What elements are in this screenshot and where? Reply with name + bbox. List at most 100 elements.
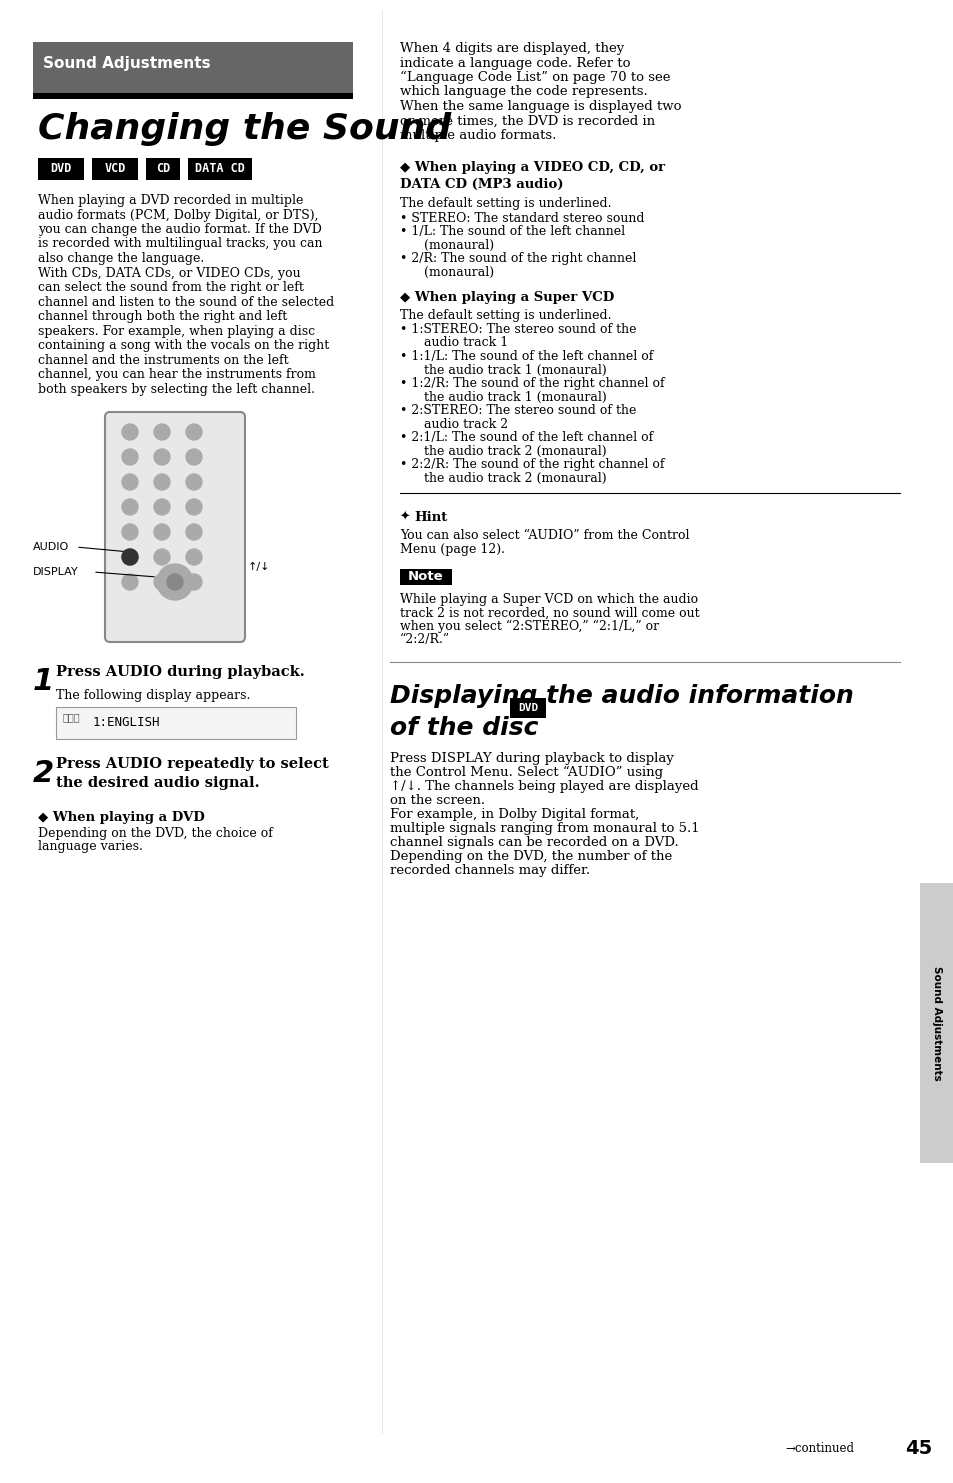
Circle shape — [153, 424, 170, 440]
Text: 2: 2 — [33, 759, 54, 787]
Text: channel signals can be recorded on a DVD.: channel signals can be recorded on a DVD… — [390, 836, 678, 848]
Circle shape — [153, 449, 170, 466]
Circle shape — [186, 523, 202, 540]
Text: Hint: Hint — [414, 512, 447, 523]
Circle shape — [186, 498, 202, 515]
Circle shape — [122, 523, 138, 540]
Bar — [399, 569, 452, 584]
Text: You can also select “AUDIO” from the Control: You can also select “AUDIO” from the Con… — [399, 529, 689, 541]
Text: the audio track 2 (monaural): the audio track 2 (monaural) — [399, 472, 606, 485]
Bar — [510, 698, 545, 718]
Text: • 2:1/L: The sound of the left channel of: • 2:1/L: The sound of the left channel o… — [399, 432, 653, 443]
Text: With CDs, DATA CDs, or VIDEO CDs, you: With CDs, DATA CDs, or VIDEO CDs, you — [38, 267, 300, 279]
Text: For example, in Dolby Digital format,: For example, in Dolby Digital format, — [390, 808, 639, 822]
Text: When playing a DVD recorded in multiple: When playing a DVD recorded in multiple — [38, 194, 303, 208]
Text: you can change the audio format. If the DVD: you can change the audio format. If the … — [38, 222, 321, 236]
Text: channel through both the right and left: channel through both the right and left — [38, 310, 287, 323]
Bar — [146, 159, 180, 179]
Text: The following display appears.: The following display appears. — [56, 690, 250, 701]
Text: Depending on the DVD, the number of the: Depending on the DVD, the number of the — [390, 850, 672, 863]
Bar — [38, 159, 84, 179]
Circle shape — [153, 549, 170, 565]
Text: ⓘⓘⓘ: ⓘⓘⓘ — [63, 712, 81, 722]
Bar — [33, 42, 353, 93]
Text: or more times, the DVD is recorded in: or more times, the DVD is recorded in — [399, 114, 655, 128]
Text: can select the sound from the right or left: can select the sound from the right or l… — [38, 280, 304, 294]
Text: the Control Menu. Select “AUDIO” using: the Control Menu. Select “AUDIO” using — [390, 767, 662, 779]
Text: channel and listen to the sound of the selected: channel and listen to the sound of the s… — [38, 295, 334, 308]
Circle shape — [186, 449, 202, 466]
Circle shape — [186, 549, 202, 565]
Text: • 2:2/R: The sound of the right channel of: • 2:2/R: The sound of the right channel … — [399, 458, 664, 472]
Text: ✦: ✦ — [399, 512, 414, 523]
Text: language varies.: language varies. — [38, 839, 143, 853]
Text: 1: 1 — [33, 667, 54, 696]
Circle shape — [122, 424, 138, 440]
Text: Changing the Sound: Changing the Sound — [38, 113, 451, 145]
Text: →continued: →continued — [784, 1441, 853, 1455]
Text: Sound Adjustments: Sound Adjustments — [43, 56, 211, 71]
Text: ◆ When playing a Super VCD: ◆ When playing a Super VCD — [399, 291, 614, 304]
Text: multiple signals ranging from monaural to 5.1: multiple signals ranging from monaural t… — [390, 822, 699, 835]
Text: track 2 is not recorded, no sound will come out: track 2 is not recorded, no sound will c… — [399, 607, 699, 620]
Circle shape — [122, 549, 138, 565]
Text: DVD: DVD — [517, 703, 537, 713]
Text: on the screen.: on the screen. — [390, 793, 485, 807]
Text: the audio track 2 (monaural): the audio track 2 (monaural) — [399, 445, 606, 457]
Text: containing a song with the vocals on the right: containing a song with the vocals on the… — [38, 340, 329, 351]
Text: Press AUDIO repeatedly to select: Press AUDIO repeatedly to select — [56, 756, 329, 771]
Text: Depending on the DVD, the choice of: Depending on the DVD, the choice of — [38, 828, 273, 839]
Text: is recorded with multilingual tracks, you can: is recorded with multilingual tracks, yo… — [38, 237, 322, 251]
Circle shape — [122, 498, 138, 515]
Text: when you select “2:STEREO,” “2:1/L,” or: when you select “2:STEREO,” “2:1/L,” or — [399, 620, 659, 633]
Text: DATA CD (MP3 audio): DATA CD (MP3 audio) — [399, 178, 563, 190]
Text: audio track 2: audio track 2 — [399, 418, 508, 430]
Bar — [33, 93, 353, 99]
Circle shape — [157, 564, 193, 601]
Text: • 1:1/L: The sound of the left channel of: • 1:1/L: The sound of the left channel o… — [399, 350, 653, 363]
Text: ↑/↓. The channels being played are displayed: ↑/↓. The channels being played are displ… — [390, 780, 698, 793]
Circle shape — [122, 449, 138, 466]
Text: ◆ When playing a VIDEO CD, CD, or: ◆ When playing a VIDEO CD, CD, or — [399, 162, 664, 175]
Circle shape — [186, 574, 202, 590]
Text: indicate a language code. Refer to: indicate a language code. Refer to — [399, 56, 630, 70]
Circle shape — [153, 475, 170, 489]
Text: also change the language.: also change the language. — [38, 252, 204, 265]
Text: • STEREO: The standard stereo sound: • STEREO: The standard stereo sound — [399, 212, 644, 224]
Bar — [919, 882, 953, 1163]
Text: “2:2/R.”: “2:2/R.” — [399, 633, 450, 647]
Text: the desired audio signal.: the desired audio signal. — [56, 776, 259, 790]
Text: The default setting is underlined.: The default setting is underlined. — [399, 308, 611, 322]
Text: Note: Note — [408, 571, 443, 583]
Circle shape — [122, 549, 138, 565]
Text: (monaural): (monaural) — [399, 265, 494, 279]
Text: When the same language is displayed two: When the same language is displayed two — [399, 99, 680, 113]
Text: The default setting is underlined.: The default setting is underlined. — [399, 197, 611, 211]
Text: both speakers by selecting the left channel.: both speakers by selecting the left chan… — [38, 383, 314, 396]
Text: speakers. For example, when playing a disc: speakers. For example, when playing a di… — [38, 325, 314, 338]
Text: audio track 1: audio track 1 — [399, 337, 508, 350]
Text: DVD: DVD — [51, 163, 71, 175]
Text: of the disc: of the disc — [390, 716, 537, 740]
FancyBboxPatch shape — [105, 412, 245, 642]
Text: • 2:STEREO: The stereo sound of the: • 2:STEREO: The stereo sound of the — [399, 403, 636, 417]
Text: the audio track 1 (monaural): the audio track 1 (monaural) — [399, 363, 606, 377]
Text: • 1/L: The sound of the left channel: • 1/L: The sound of the left channel — [399, 225, 624, 237]
Text: (monaural): (monaural) — [399, 239, 494, 252]
Text: 45: 45 — [904, 1439, 932, 1458]
Circle shape — [153, 574, 170, 590]
Text: CD: CD — [155, 163, 170, 175]
Text: AUDIO: AUDIO — [33, 541, 70, 552]
Text: Menu (page 12).: Menu (page 12). — [399, 543, 504, 556]
Bar — [188, 159, 252, 179]
Circle shape — [153, 523, 170, 540]
Text: recorded channels may differ.: recorded channels may differ. — [390, 865, 590, 876]
Text: the audio track 1 (monaural): the audio track 1 (monaural) — [399, 390, 606, 403]
Text: audio formats (PCM, Dolby Digital, or DTS),: audio formats (PCM, Dolby Digital, or DT… — [38, 209, 318, 221]
Text: ◆ When playing a DVD: ◆ When playing a DVD — [38, 811, 205, 825]
Circle shape — [167, 574, 183, 590]
Text: channel and the instruments on the left: channel and the instruments on the left — [38, 353, 289, 366]
Text: ↑/↓: ↑/↓ — [248, 562, 271, 572]
Text: which language the code represents.: which language the code represents. — [399, 86, 647, 98]
Text: Displaying the audio information: Displaying the audio information — [390, 684, 853, 707]
